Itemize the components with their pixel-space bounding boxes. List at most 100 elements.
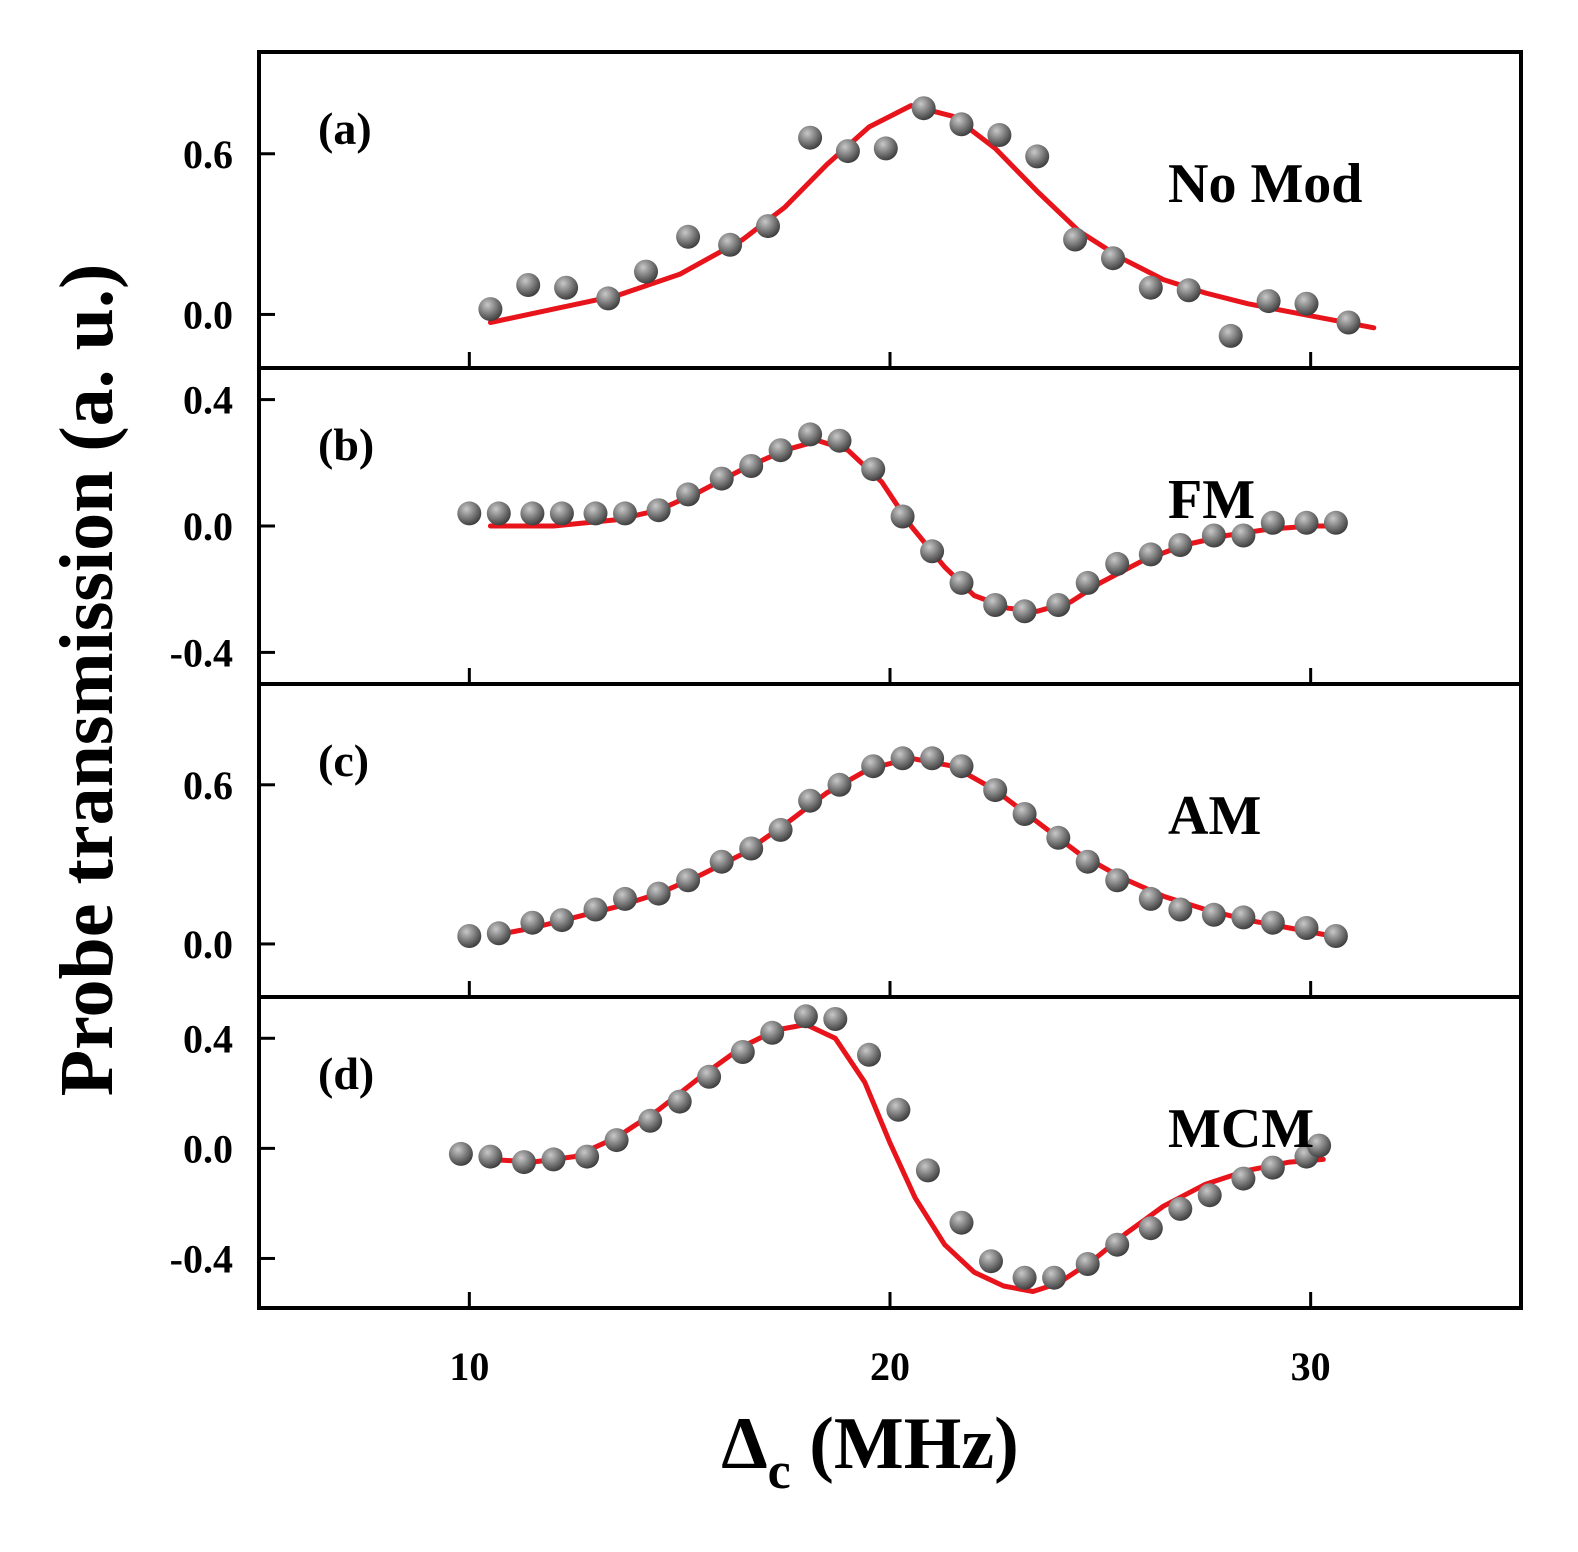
y-tick-label: 0.0 xyxy=(183,504,233,549)
data-point xyxy=(768,438,793,463)
data-point xyxy=(1294,916,1319,940)
y-tick-label: 0.0 xyxy=(183,922,233,967)
data-point xyxy=(709,849,734,874)
fit-curve xyxy=(487,1022,1326,1294)
y-tick-label: 0.4 xyxy=(183,378,233,423)
data-point xyxy=(987,123,1012,147)
data-point xyxy=(730,1040,755,1064)
data-point xyxy=(857,1042,881,1067)
data-point xyxy=(1138,886,1163,911)
data-point xyxy=(1105,1232,1130,1257)
data-point xyxy=(835,139,860,164)
data-point xyxy=(798,125,823,150)
data-point xyxy=(827,772,852,797)
data-point xyxy=(979,1249,1003,1274)
panel-b: 0.4 0.0 -0.4 (b) FM xyxy=(170,366,1523,686)
y-tick-label: -0.4 xyxy=(170,630,233,675)
data-point xyxy=(1012,802,1037,826)
y-tick-label: 0.4 xyxy=(183,1016,233,1061)
data-point xyxy=(1138,275,1163,300)
data-point xyxy=(1168,1196,1193,1221)
data-point xyxy=(1231,523,1256,548)
data-point xyxy=(890,504,915,529)
data-point xyxy=(613,886,637,911)
data-point xyxy=(911,96,936,121)
data-point xyxy=(646,881,671,906)
data-point xyxy=(949,570,974,595)
x-axis-label: Δc (MHz) xyxy=(721,1403,1019,1500)
data-point xyxy=(949,1210,974,1235)
x-tick-label: 10 xyxy=(449,1344,489,1389)
x-tick-label: 30 xyxy=(1291,1344,1331,1389)
data-point xyxy=(861,754,886,779)
data-point xyxy=(697,1064,722,1089)
data-point xyxy=(520,910,545,935)
data-point xyxy=(915,1158,940,1183)
fit-curve xyxy=(487,103,1377,331)
panel-a: 0.0 0.6 (a) No Mod xyxy=(183,50,1523,370)
data-point xyxy=(798,422,823,447)
data-point xyxy=(1260,910,1285,935)
data-point xyxy=(739,836,764,861)
data-point xyxy=(512,1150,536,1175)
data-point xyxy=(718,232,743,257)
data-point xyxy=(1231,1166,1256,1191)
data-point xyxy=(949,754,974,779)
data-point xyxy=(520,501,545,526)
data-point xyxy=(756,214,780,239)
y-tick-label: -0.4 xyxy=(170,1236,233,1281)
data-point xyxy=(575,1144,600,1169)
data-point xyxy=(1046,825,1071,850)
data-point xyxy=(1260,510,1285,535)
data-point xyxy=(1105,868,1130,893)
panel-label: (c) xyxy=(318,735,369,786)
panel-label: (a) xyxy=(318,103,372,154)
data-point xyxy=(457,924,482,948)
modulation-label: MCM xyxy=(1168,1098,1314,1160)
data-point xyxy=(634,259,658,284)
data-point xyxy=(1075,849,1100,874)
data-point xyxy=(886,1097,911,1122)
data-point xyxy=(1168,897,1193,922)
data-point xyxy=(676,224,701,249)
data-point xyxy=(1307,1133,1332,1158)
data-point xyxy=(1138,542,1163,567)
data-point xyxy=(554,275,579,300)
y-tick-label: 0.0 xyxy=(183,1126,233,1171)
data-point xyxy=(920,539,945,564)
data-point xyxy=(793,1004,818,1029)
data-point xyxy=(676,482,701,507)
data-point xyxy=(1323,510,1348,535)
modulation-label: AM xyxy=(1168,785,1261,847)
data-point xyxy=(1075,570,1100,595)
modulation-label: No Mod xyxy=(1168,153,1362,215)
data-point xyxy=(1063,227,1088,252)
data-point xyxy=(1260,1155,1285,1180)
y-tick-label: 0.6 xyxy=(183,763,233,808)
y-axis-label: Probe transmission (a. u.) xyxy=(45,264,129,1097)
data-point xyxy=(920,746,945,771)
data-point xyxy=(709,466,734,491)
data-point xyxy=(1042,1265,1067,1290)
data-point xyxy=(890,746,915,771)
data-point xyxy=(1201,523,1226,548)
data-point xyxy=(676,868,701,893)
plot-frame xyxy=(257,995,1523,1310)
data-point xyxy=(949,112,974,137)
data-point xyxy=(739,454,764,478)
data-point xyxy=(1294,291,1319,316)
data-point xyxy=(583,897,608,922)
data-point xyxy=(1256,289,1281,314)
data-point xyxy=(1075,1252,1100,1276)
modulation-label: FM xyxy=(1168,469,1255,531)
data-point xyxy=(1218,323,1243,348)
data-point xyxy=(1025,144,1050,169)
y-tick-label: 0.6 xyxy=(183,132,233,177)
plot-frame xyxy=(257,682,1523,999)
data-point xyxy=(541,1147,566,1172)
data-point xyxy=(1101,246,1125,271)
data-point xyxy=(604,1128,629,1153)
data-point xyxy=(1336,310,1361,335)
data-point xyxy=(1168,533,1193,557)
